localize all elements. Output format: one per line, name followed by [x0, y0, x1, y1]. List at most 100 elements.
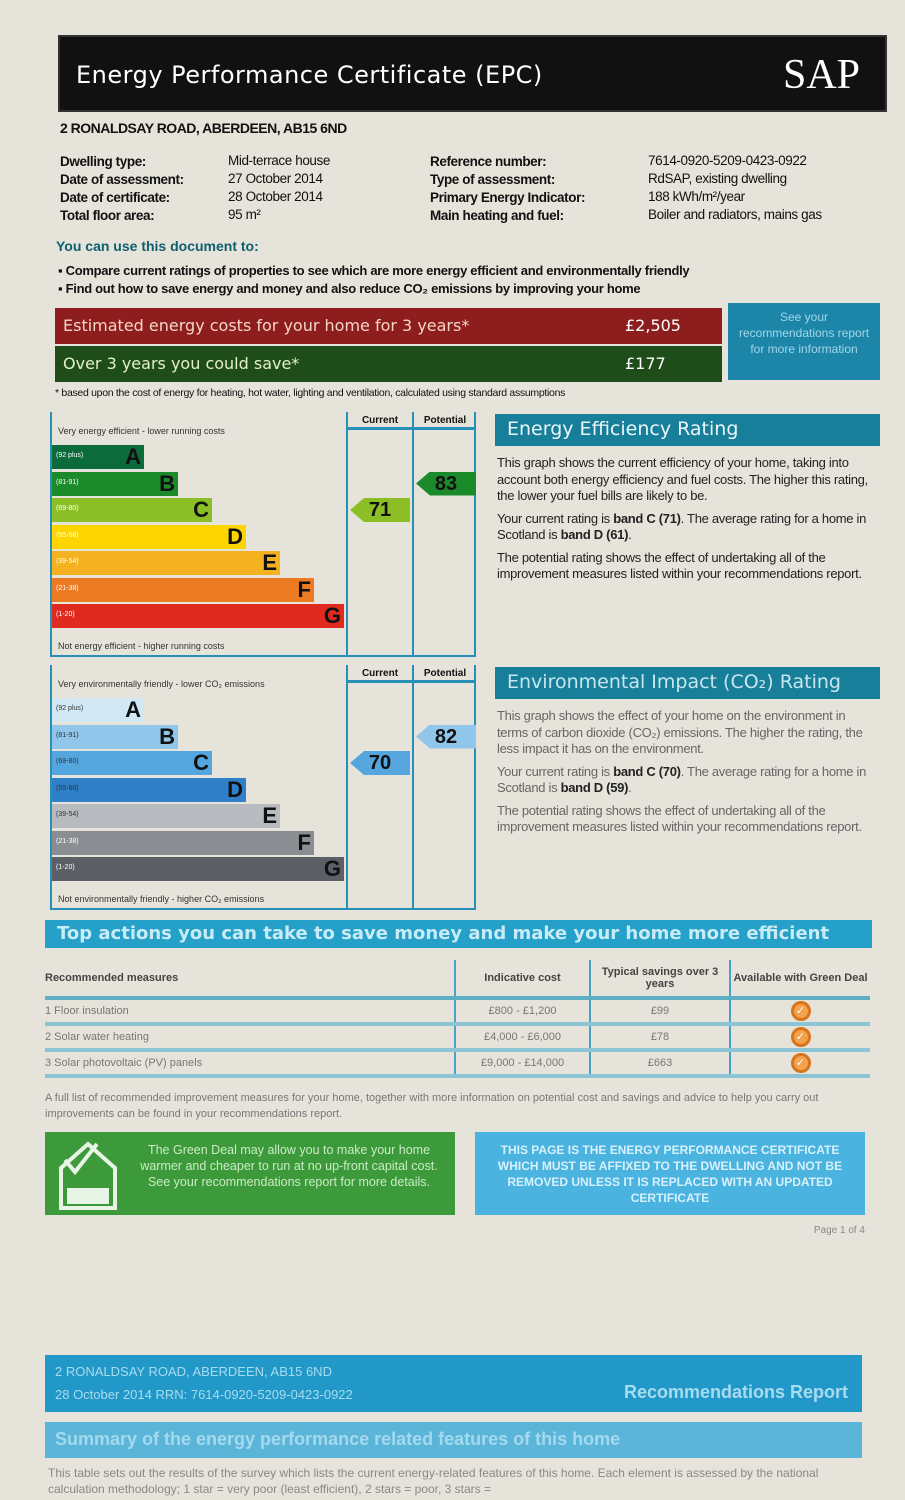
rating-band-a: (92 plus) A: [52, 445, 144, 469]
chart-bottom-label: Not energy efficient - higher running co…: [58, 641, 225, 651]
ee-para-1: This graph shows the current efficiency …: [497, 455, 868, 503]
current-header: Current: [348, 412, 412, 430]
top-actions-banner: Top actions you can take to save money a…: [45, 920, 872, 948]
col-cost: Indicative cost: [454, 960, 590, 1000]
table-row: 3 Solar photovoltaic (PV) panels £9,000 -…: [45, 1050, 870, 1078]
potential-column: Potential 83: [412, 412, 476, 655]
band-letter: C: [193, 750, 209, 775]
epc-header: Energy Performance Certificate (EPC) SAP: [58, 35, 887, 112]
see-recommendations-box[interactable]: See your recommendations report for more…: [728, 303, 880, 380]
band-letter: C: [193, 497, 209, 522]
col-savings: Typical savings over 3 years: [589, 960, 730, 1000]
current-column: Current 71: [346, 412, 412, 655]
current-header: Current: [348, 665, 412, 683]
page-title: Energy Performance Certificate (EPC): [76, 61, 543, 89]
measure-cell: 1 Floor insulation: [45, 998, 455, 1026]
band-letter: D: [227, 523, 243, 549]
detail-row: Date of assessment: 27 October 2014: [60, 171, 323, 189]
band-letter: G: [323, 856, 341, 881]
detail-row: Type of assessment: RdSAP, existing dwell…: [430, 171, 787, 189]
detail-row: Reference number: 7614-0920-5209-0423-092…: [430, 153, 807, 171]
band-range: (21-38): [56, 837, 79, 845]
rating-band-e: (39-54) E: [52, 804, 280, 828]
rating-band-c: (69-80) C: [52, 498, 212, 522]
col-green-deal: Available with Green Deal: [729, 960, 870, 1000]
band-letter: E: [262, 803, 277, 828]
detail-label: Reference number:: [430, 154, 547, 169]
band-range: (55-68): [56, 784, 79, 792]
band-letter: B: [159, 723, 175, 749]
estimated-costs-value: £2,505: [625, 316, 681, 335]
property-address: 2 RONALDSAY ROAD, ABERDEEN, AB15 6ND: [60, 120, 347, 136]
details-left: Dwelling type: Mid-terrace house Date of a…: [60, 153, 330, 225]
detail-label: Primary Energy Indicator:: [430, 190, 586, 205]
band-range: (39-54): [56, 558, 79, 565]
ei-para-2: Your current rating is band C (70). The …: [497, 763, 867, 796]
table-row: 2 Solar water heating £4,000 - £6,000 £78 ✓: [45, 1024, 870, 1052]
current-rating-arrow: 70: [350, 751, 410, 775]
green-deal-cell: ✓: [729, 998, 870, 1026]
detail-row: Main heating and fuel: Boiler and radiato…: [430, 207, 822, 225]
use-bullet: ▪ Compare current ratings of properties …: [58, 263, 690, 278]
chart-top-label: Very environmentally friendly - lower CO…: [58, 679, 265, 689]
detail-label: Type of assessment:: [430, 172, 555, 187]
report-title: Recommendations Report: [623, 1382, 848, 1402]
bullet-text: Find out how to save energy and money an…: [65, 281, 641, 296]
potential-header: Potential: [414, 412, 476, 430]
ee-section-title: Energy Efficiency Rating: [495, 414, 880, 446]
ee-para-3: The potential rating shows the effect of…: [497, 549, 862, 582]
estimated-costs-label: Estimated energy costs for your home for…: [63, 316, 470, 335]
report-address: 2 RONALDSAY ROAD, ABERDEEN, AB15 6ND: [55, 1364, 332, 1379]
cost-footnote: * based upon the cost of energy for heat…: [55, 387, 566, 399]
rating-band-g: (1-20) G: [52, 857, 344, 881]
estimated-costs-bar: Estimated energy costs for your home for…: [55, 308, 722, 344]
rating-band-b: (81-91) B: [52, 471, 178, 496]
green-deal-cell: ✓: [729, 1024, 870, 1052]
detail-value: Mid-terrace house: [228, 153, 330, 168]
potential-rating-arrow: 82: [416, 724, 476, 749]
rating-band-a: (92 plus) A: [52, 698, 144, 722]
certificate-notice: THIS PAGE IS THE ENERGY PERFORMANCE CERT…: [475, 1132, 865, 1215]
detail-value: 28 October 2014: [228, 189, 323, 204]
rating-band-g: (1-20) G: [52, 604, 344, 628]
rating-band-b: (81-91) B: [52, 723, 178, 749]
band-range: (92 plus): [56, 705, 84, 712]
green-deal-logo-icon: [59, 1141, 117, 1210]
rating-band-e: (39-54) E: [52, 551, 280, 575]
band-letter: E: [262, 550, 277, 575]
summary-text: This table sets out the results of the s…: [48, 1466, 819, 1496]
summary-banner: Summary of the energy performance relate…: [45, 1422, 862, 1458]
ei-description: This graph shows the effect of your home…: [497, 708, 872, 836]
cost-cell: £9,000 - £14,000: [454, 1050, 590, 1078]
detail-label: Dwelling type:: [60, 154, 146, 169]
detail-value: 95 m²: [228, 207, 261, 222]
potential-rating-arrow: 83: [416, 471, 476, 496]
band-range: (1-20): [56, 864, 75, 871]
band-range: (69-80): [56, 758, 79, 765]
green-deal-check-icon: ✓: [790, 1053, 811, 1073]
rating-band-d: (55-68) D: [52, 523, 246, 549]
use-heading: You can use this document to:: [56, 238, 259, 254]
current-rating-arrow: 71: [350, 498, 410, 522]
green-deal-check-icon: ✓: [790, 1001, 811, 1021]
savings-label: Over 3 years you could save*: [63, 354, 300, 373]
detail-label: Total floor area:: [60, 208, 155, 223]
ee-description: This graph shows the current efficiency …: [497, 455, 872, 583]
report-date-rrn: 28 October 2014 RRN: 7614-0920-5209-0423…: [55, 1387, 353, 1402]
rating-band-d: (55-68) D: [52, 777, 246, 802]
recommended-measures-table: Recommended measures Indicative cost Typ…: [45, 960, 870, 1078]
ee-para-2: Your current rating is band C (71). The …: [497, 510, 867, 543]
ei-section-title: Environmental Impact (CO₂) Rating: [495, 667, 880, 699]
band-letter: A: [125, 697, 141, 722]
savings-bar: Over 3 years you could save* £177: [55, 346, 722, 382]
detail-label: Date of assessment:: [60, 172, 184, 187]
chart-top-label: Very energy efficient - lower running co…: [58, 426, 225, 436]
band-letter: F: [297, 829, 311, 855]
detail-row: Dwelling type: Mid-terrace house: [60, 153, 330, 171]
environmental-impact-chart: Very environmentally friendly - lower CO…: [50, 665, 476, 910]
green-deal-cell: ✓: [729, 1050, 870, 1078]
detail-row: Primary Energy Indicator: 188 kWh/m²/year: [430, 189, 745, 207]
detail-label: Date of certificate:: [60, 190, 170, 205]
bullet-text: Compare current ratings of properties to…: [65, 263, 690, 278]
green-deal-text: The Green Deal may allow you to make you…: [140, 1143, 438, 1189]
